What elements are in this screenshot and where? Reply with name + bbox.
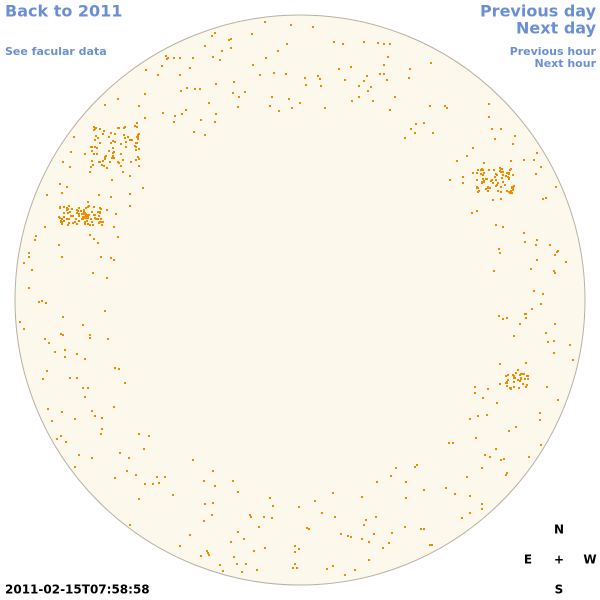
- compass-south: S: [555, 583, 564, 597]
- previous-hour-link[interactable]: Previous hour: [510, 45, 597, 58]
- facular-link[interactable]: See facular data: [5, 45, 107, 58]
- next-hour-link[interactable]: Next hour: [535, 57, 597, 70]
- compass-center: +: [554, 553, 564, 567]
- compass-west: W: [583, 553, 596, 567]
- timestamp: 2011-02-15T07:58:58: [5, 583, 150, 597]
- compass-east: E: [524, 553, 532, 567]
- solar-disk: [14, 14, 586, 586]
- compass-north: N: [554, 523, 564, 537]
- next-day-link[interactable]: Next day: [516, 19, 597, 38]
- previous-day-link[interactable]: Previous day: [480, 2, 597, 21]
- back-link[interactable]: Back to 2011: [5, 2, 122, 21]
